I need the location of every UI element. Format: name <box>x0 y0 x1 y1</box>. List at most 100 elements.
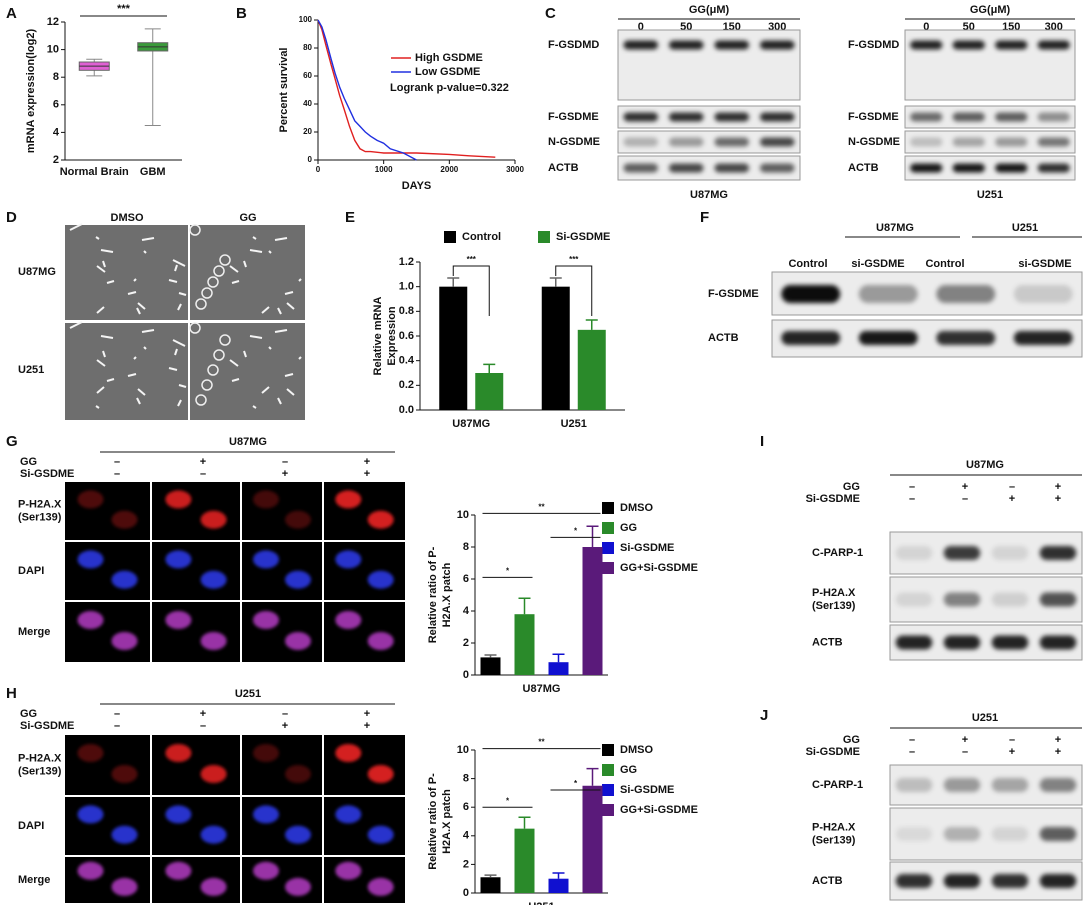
nucleus <box>285 765 311 783</box>
legend-label: GG+Si-GSDME <box>620 804 698 816</box>
bar <box>439 286 468 410</box>
condition-label: Si-GSDME <box>20 720 74 732</box>
legend-label: GG <box>620 522 637 534</box>
significance: *** <box>467 255 477 264</box>
row-label: Merge <box>18 626 50 638</box>
cell <box>277 397 282 405</box>
cell <box>177 399 182 407</box>
lane-label: si-GSDME <box>851 258 904 270</box>
cell <box>231 280 240 284</box>
blot-band <box>952 163 985 173</box>
nucleus <box>367 510 394 529</box>
row-label: F-GSDME <box>548 111 599 123</box>
blot-band <box>858 285 918 303</box>
micrograph <box>65 602 150 662</box>
row-label: ACTB <box>708 332 739 344</box>
error-bar <box>484 654 497 658</box>
significance: *** <box>569 255 579 264</box>
blot-band <box>623 40 659 50</box>
row-label: (Ser139) <box>812 834 856 846</box>
panel-letter: E <box>345 209 355 226</box>
panel-letter: I <box>760 433 764 450</box>
nucleus <box>335 805 362 824</box>
condition-sign: + <box>364 456 370 468</box>
y-tick-label: 0.8 <box>399 305 414 317</box>
blot-band <box>995 40 1028 50</box>
condition-sign: – <box>114 468 120 480</box>
blot-band <box>895 635 933 650</box>
legend-swatch <box>538 231 550 243</box>
nucleus <box>367 765 394 783</box>
cell <box>243 350 247 358</box>
legend-swatch <box>444 231 456 243</box>
blot-band <box>995 137 1028 147</box>
cell <box>286 388 295 396</box>
micrograph <box>324 542 405 600</box>
condition-sign: + <box>1009 746 1015 758</box>
nucleus <box>367 825 394 844</box>
blot-band <box>1013 285 1073 303</box>
micrograph <box>324 857 405 903</box>
blot-band <box>895 874 933 888</box>
y-tick-label: 0.4 <box>399 355 415 367</box>
cell <box>133 278 137 282</box>
error-bar <box>447 277 460 287</box>
y-tick-label: 80 <box>303 43 312 52</box>
cell <box>252 236 257 240</box>
legend-label: High GSDME <box>415 52 483 64</box>
cell <box>102 350 106 358</box>
nucleus <box>253 805 279 824</box>
panel-letter: C <box>545 5 556 22</box>
cell-line-label: U87MG <box>966 459 1004 471</box>
cell <box>127 373 137 377</box>
condition-sign: – <box>962 746 968 758</box>
cell <box>189 224 201 236</box>
panel-letter: A <box>6 5 17 22</box>
blot-band <box>943 635 981 650</box>
condition-sign: – <box>1009 481 1015 493</box>
bar <box>514 614 535 675</box>
row-label: P-H2A.X <box>18 498 62 510</box>
cell <box>69 223 83 231</box>
blot-band <box>943 592 981 607</box>
legend-swatch <box>602 784 614 796</box>
condition-label: Si-GSDME <box>806 746 860 758</box>
row-label: F-GSDMD <box>548 39 599 51</box>
blot-band <box>1039 827 1077 841</box>
cell <box>168 279 178 283</box>
legend-label: Si-GSDME <box>556 231 610 243</box>
blot-band <box>895 827 933 841</box>
nucleus <box>253 490 279 509</box>
cell <box>219 334 231 346</box>
blot-band <box>936 331 996 345</box>
panel-letter: J <box>760 707 768 724</box>
row-label: C-PARP-1 <box>812 547 863 559</box>
x-tick-label: U87MG <box>452 418 490 430</box>
cell-line-label: U251 <box>235 688 261 700</box>
legend-label: Low GSDME <box>415 66 480 78</box>
row-label: DAPI <box>18 565 44 577</box>
cell <box>229 359 239 367</box>
nucleus <box>367 877 394 896</box>
legend-label: Control <box>462 231 501 243</box>
survival-curve <box>317 19 496 158</box>
bar <box>480 877 501 893</box>
lane-label: Control <box>788 258 827 270</box>
condition-sign: + <box>364 720 370 732</box>
blot-band <box>895 592 933 607</box>
condition-sign: + <box>364 708 370 720</box>
y-tick-label: 4 <box>463 605 470 617</box>
blot-strip <box>617 105 801 129</box>
treatment-label: GG(μM) <box>970 4 1011 16</box>
micrograph <box>324 797 405 855</box>
nucleus <box>165 550 192 569</box>
micrograph <box>152 797 240 855</box>
nucleus <box>335 490 362 509</box>
x-tick-label: GBM <box>140 166 166 178</box>
legend-swatch <box>602 542 614 554</box>
row-label: N-GSDME <box>548 136 600 148</box>
nucleus <box>335 744 362 762</box>
condition-sign: – <box>282 708 288 720</box>
y-tick-label: 4 <box>463 830 470 842</box>
